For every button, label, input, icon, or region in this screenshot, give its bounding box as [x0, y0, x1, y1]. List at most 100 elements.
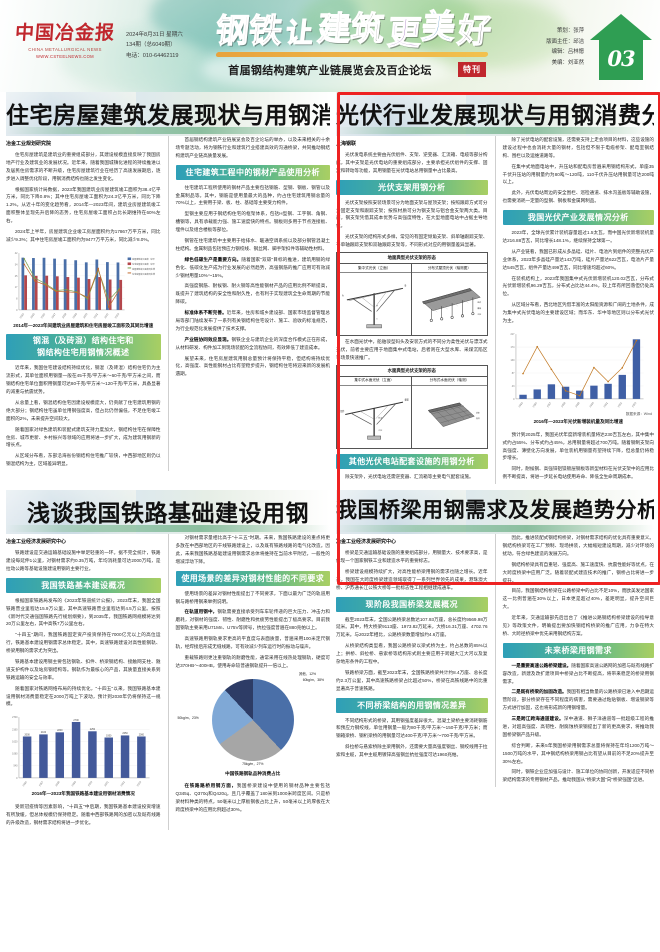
- railway-chart-plot: 2000 2100 2200 2700 2250 1950 2050 2000 2016 2017…: [6, 713, 161, 789]
- masthead-decor-2: [300, 0, 480, 52]
- page-number-house-icon: 03: [590, 14, 652, 82]
- housing-para-2: 根据国家统计局数据，2023年我国建筑业房屋建筑竣工面积为38.4亿平方米，同比…: [6, 186, 161, 224]
- railway-para-11: 重载铁路则更注重钢轨的耐磨性能，通常采用在线热处理钢轨，硬度可达370HB～40…: [175, 654, 331, 668]
- housing-byline: 冶金工业规划研究院: [6, 141, 52, 147]
- pv-diagram-water: 水面典型光伏支架的形态 集中式水面光伏（立面）: [336, 364, 488, 449]
- credit-planner: 策划：张萍: [557, 28, 584, 34]
- title-part-6: 好: [455, 10, 494, 50]
- housing-subheading-1: 钢混（及砖混）结构住宅和 钢结构住宅用钢情况概述: [6, 334, 161, 361]
- pv-col-2: 除了光伏电站的配套设施，还需要支持上走会项目的材料，这些设施的建设过程中也会消耗…: [502, 136, 654, 484]
- pie-label-3: 其他，12%: [299, 671, 316, 676]
- pv-ground-centralized-svg: A B H h: [342, 285, 407, 329]
- svg-text:2017: 2017: [545, 401, 552, 408]
- svg-text:H: H: [377, 305, 379, 307]
- svg-text:2016: 2016: [21, 780, 28, 787]
- svg-text:0: 0: [513, 398, 515, 401]
- svg-text:2019: 2019: [573, 401, 580, 408]
- svg-text:房屋建筑竣工面积同比增: 房屋建筑竣工面积同比增: [132, 267, 155, 271]
- housing-col-1: 冶金工业规划研究院 住宅房屋建筑是建筑业的重要组成部分，其建设规模直接反映了我国…: [6, 136, 161, 471]
- svg-text:0: 0: [16, 777, 18, 780]
- title-part-1: 钢铁: [213, 10, 285, 50]
- railway-para-7: 对钢材需求量相比高于"十三五"时期。未来，我国铁路建设的重点将更多放在中西部地区…: [175, 535, 331, 564]
- railway-headline: 浅谈我国铁路基础建设用钢: [27, 501, 309, 528]
- pie-label-2: 50kg/m，23%: [177, 715, 199, 720]
- article-bridge: 我国桥梁用钢需求及发展趋势分析 冶金工业经济发展研究中心 桥梁是交通运输基础设施…: [336, 490, 654, 830]
- svg-text:42: 42: [15, 252, 18, 255]
- svg-text:连杆: 连杆: [476, 416, 480, 420]
- bridge-para-13: 二是既有桥梁的加固改造。我国有相当数量的公路桥梁已进入中后期运营阶段，部分桥梁存…: [502, 689, 655, 711]
- svg-text:B: B: [405, 285, 407, 288]
- svg-text:2017: 2017: [38, 780, 45, 787]
- svg-text:h: h: [377, 319, 379, 321]
- pv-diagram-2-image-1: 组件 檩条 斜梁 立柱: [337, 386, 411, 448]
- article-railway: 浅谈我国铁路基础建设用钢 冶金工业经济发展研究中心 铁路建设是交通运输基础设施中…: [6, 490, 330, 830]
- bridge-para-14: 三是跨江跨海通道建设。深中通道、狮子洋通道等一批超级工程的推进，对超高强度、高韧…: [502, 716, 655, 737]
- article-photovoltaic: 光伏行业发展现状与用钢消费分析 上海钢联 光伏发电系统主要由光伏组件、支架、逆变…: [336, 92, 654, 485]
- masthead-credits: 策划：张萍 版面主任：邱洁 编辑：吕林憓 美编：刘亚然: [546, 26, 584, 68]
- pv-col-1: 上海钢联 光伏发电系统主要由光伏组件、支架、逆变器、汇流箱、电缆等部分构成，其中…: [336, 136, 488, 484]
- svg-text:2700: 2700: [73, 719, 79, 722]
- pie-label-1: 75kg/m，27%: [242, 761, 264, 766]
- bridge-para-9: 钢结构桥梁具有自重轻、强度高、施工速度快、抗震性能好等优点，在大跨度桥梁中应用广…: [502, 561, 655, 583]
- svg-text:A: A: [342, 295, 344, 298]
- pv-diagram-2-cell-1: 集中式水面光伏（立面）: [337, 377, 412, 448]
- pv-para-5: 除支架外，光伏电站还需逆变器、汇流箱等主要电气配套设施。: [345, 473, 474, 479]
- pv-subheading-3: 我国光伏产业发展情况分析: [502, 210, 654, 226]
- railway-para-3: "十四五"期间，我国铁路固定资产投资保持在7000亿元以上的高位运行，铁路基本建…: [6, 632, 161, 654]
- svg-text:34: 34: [15, 263, 18, 266]
- bridge-para-3: 截至2023年末，全国公路桥梁总数达107.93万座，总长度约9569.98万延…: [336, 616, 488, 638]
- svg-text:立柱: 立柱: [378, 428, 382, 432]
- svg-text:8: 8: [16, 297, 18, 300]
- bridge-para-6: 不同结构形式的桥梁，其用钢强度差异很大。混凝土梁桥主要消耗钢筋和预应力钢绞线，单…: [336, 717, 488, 739]
- pv-diagram-1-cell-2: 分布式屋顶光伏（轴测图）: [411, 264, 487, 336]
- svg-text:2100: 2100: [41, 732, 47, 735]
- contact-phone: 电话：010-64462119: [126, 52, 179, 59]
- svg-text:2022: 2022: [103, 312, 110, 319]
- bridge-subheading-2: 不同桥梁结构的用钢情况差异: [336, 697, 488, 713]
- newspaper-logo[interactable]: 中国冶金报 CHINA METALLURGICAL NEWS WWW.CSTEE…: [10, 22, 120, 59]
- railway-byline: 冶金工业经济发展研究中心: [6, 539, 67, 546]
- bridge-para-4: 从桥梁结构类型看，我国公路桥梁以梁式桥为主，约占总数的85%以上；拱桥、斜拉桥、…: [336, 643, 488, 664]
- railway-para-4: 铁路基本建设用钢主要包括钢轨、扣件、桥梁钢结构、接触网支柱、隧道支护构件以及站房…: [6, 659, 161, 680]
- bridge-para-11: 近年来，交通运输部先后出台了《推进公路钢结构桥梁建设的指导意见》等政策文件，明确…: [502, 615, 655, 636]
- masthead-publication-info: 2024年8月31日 星期六 134期（总6049期） 电话：010-64462…: [126, 30, 183, 61]
- masthead-subtitle: 首届钢结构建筑产业链展览会及百企论坛: [228, 65, 432, 77]
- bridge-para-10: 目前，我国钢结构桥梁在公路桥梁中的占比不足10%，而欧美发达国家这一比例普遍在3…: [502, 588, 655, 610]
- svg-text:2000: 2000: [24, 734, 30, 737]
- svg-text:2200: 2200: [57, 729, 63, 732]
- pv-subheading-1: 光伏支架用钢分析: [336, 179, 488, 195]
- pv-subheading-2: 其他光伏电站配套设施的用钢分析: [336, 453, 488, 469]
- pv-installed-chart: 2015 2016 2017 2018 2019 2020 2021 2022 2023 0 43 8…: [502, 327, 654, 410]
- issue-number: 134期（总6049期）: [126, 42, 176, 49]
- housing-body-filler-2: 首届钢结构建筑产业链展览会及百企论坛的举办，以及未来相关的十余场专题活动，将为钢…: [175, 137, 330, 377]
- svg-text:1080: 1080: [12, 753, 18, 756]
- housing-chart-plot: 2014 2015 2016 2017 2018 2019 2020 2021 2022 2023…: [6, 249, 161, 321]
- railway-para-10: 高速铁路用钢轨要求更高的平直度与表面质量，普遍采用100米定尺钢轨，经焊接后形成…: [175, 636, 331, 649]
- pv-diagram-1-title: 地面典型光伏支架的形态: [337, 253, 487, 265]
- svg-text:2020: 2020: [82, 312, 89, 319]
- bridge-subheading-1-text: 现阶段我国桥梁发展概况: [365, 599, 458, 609]
- railway-subheading-1-text: 我国铁路基本建设概况: [41, 580, 126, 590]
- title-part-3: 建筑: [315, 8, 387, 48]
- pv-water-centralized-svg: 组件 檩条 斜梁 立柱: [340, 397, 410, 440]
- svg-text:2020: 2020: [588, 401, 595, 408]
- svg-text:立柱: 立柱: [478, 312, 482, 316]
- credit-page-director: 版面主任：邱洁: [546, 38, 584, 45]
- railway-para-9: 在轨道用钢中，钢轨需要直接承受列车车轮传递的巨大压力、冲击力和磨耗，对钢材的强度…: [175, 609, 331, 631]
- pv-diagram-1-image-2: 组件 檩条 立柱: [412, 273, 486, 335]
- svg-text:檩条: 檩条: [405, 397, 410, 401]
- railway-para-1: 铁路建设是交通运输基础设施中举足轻重的一环。据不完全统计，铁路建设每延伸1公里，…: [6, 550, 161, 571]
- housing-col-2: 首届钢结构建筑产业链展览会及百企论坛的举办，以及未来相关的十余场专题活动，将为钢…: [175, 136, 330, 471]
- bridge-para-7: 斜拉桥与悬索桥除主梁用钢外，还需要大量高强度钢丝、钢绞线用于拉索和主缆，其中主缆…: [336, 744, 488, 758]
- svg-text:2000: 2000: [139, 734, 145, 737]
- bridge-para-8: 因此，推进装配式钢结构桥梁，对钢材需求结构的优化具有重要意义。钢结构桥梁可在工厂…: [502, 535, 655, 556]
- svg-text:2022: 2022: [119, 780, 126, 787]
- bridge-col-2: 因此，推进装配式钢结构桥梁，对钢材需求结构的优化具有重要意义。钢结构桥梁可在工厂…: [502, 534, 655, 787]
- railway-col-1: 冶金工业经济发展研究中心 铁路建设是交通运输基础设施中举足轻重的一环。据不完全统…: [6, 534, 161, 830]
- svg-text:17: 17: [15, 286, 18, 289]
- housing-headline-band: 住宅房屋建筑发展现状与用钢消费分析: [6, 92, 330, 136]
- svg-text:2023: 2023: [630, 401, 637, 408]
- masthead: 中国冶金报 CHINA METALLURGICAL NEWS WWW.CSTEE…: [0, 0, 660, 92]
- logo-chinese-name: 中国冶金报: [14, 22, 116, 44]
- svg-text:2023: 2023: [136, 780, 143, 787]
